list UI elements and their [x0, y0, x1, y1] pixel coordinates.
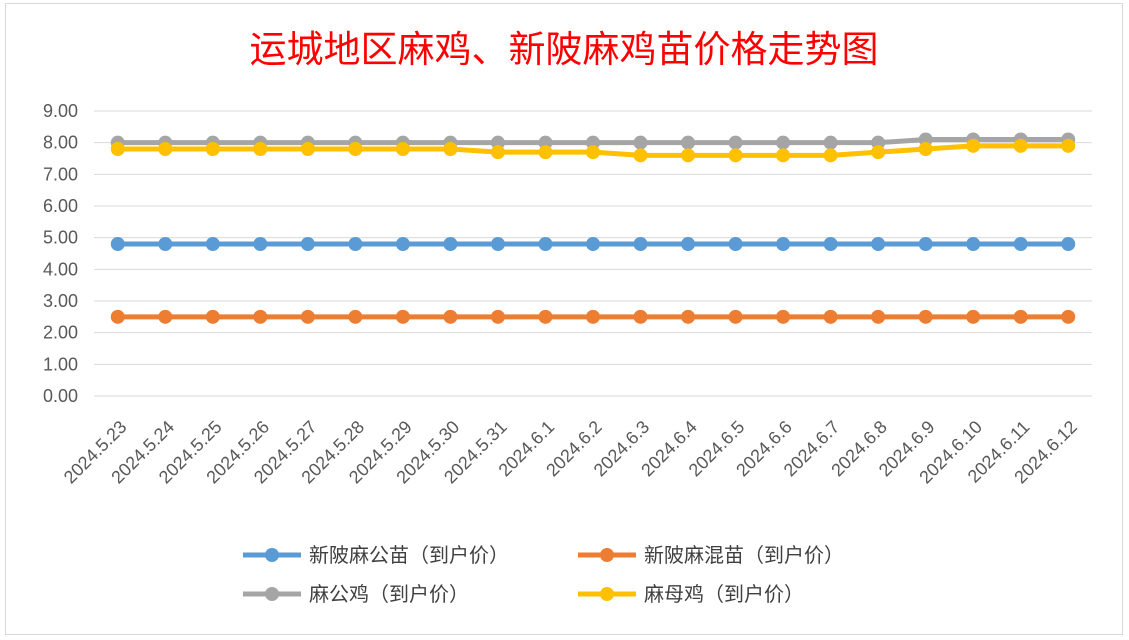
data-point [776, 135, 791, 150]
y-tick-label: 7.00 [43, 164, 78, 184]
data-point [110, 142, 125, 156]
y-axis-ticks: 0.00 1.00 2.00 3.00 4.00 5.00 6.00 7.00 8.00 9.00 [43, 101, 78, 406]
data-point [300, 309, 315, 324]
y-tick-label: 6.00 [43, 196, 78, 216]
y-tick-label: 3.00 [43, 291, 78, 311]
data-point [776, 237, 791, 251]
data-point [1061, 237, 1076, 251]
data-point [823, 309, 838, 324]
data-point [633, 135, 648, 150]
series-layer [110, 132, 1076, 324]
data-point [110, 309, 125, 324]
data-point [728, 135, 743, 150]
data-point [205, 142, 220, 156]
data-point [348, 142, 363, 156]
data-point [728, 148, 743, 163]
y-tick-label: 1.00 [43, 354, 78, 374]
chart-title: 运城地区麻鸡、新陂麻鸡苗价格走势图 [250, 28, 879, 71]
data-point [443, 237, 458, 251]
y-tick-label: 0.00 [43, 386, 78, 406]
data-point [966, 309, 981, 324]
data-point [205, 237, 220, 251]
data-point [586, 237, 600, 251]
data-point [253, 309, 268, 324]
data-point [681, 135, 696, 150]
legend-swatch-marker [600, 587, 614, 601]
data-point [110, 237, 125, 251]
data-point [1013, 138, 1028, 153]
data-point [728, 309, 743, 324]
data-point [681, 237, 696, 251]
data-point [776, 309, 791, 324]
data-point [633, 148, 648, 163]
data-point [158, 309, 173, 324]
legend-label: 新陂麻混苗（到户价） [644, 543, 844, 567]
data-point [823, 135, 838, 150]
data-point [1061, 138, 1076, 153]
data-point [918, 309, 933, 324]
data-point [586, 145, 600, 160]
data-point [871, 309, 886, 324]
data-point [490, 237, 505, 251]
data-point [871, 145, 886, 160]
data-point [205, 309, 220, 324]
data-point [395, 237, 410, 251]
legend-item: 麻母鸡（到户价） [578, 582, 804, 606]
y-tick-label: 4.00 [43, 259, 78, 279]
data-point [395, 142, 410, 156]
data-point [158, 237, 173, 251]
data-point [253, 237, 268, 251]
data-point [918, 237, 933, 251]
data-point [300, 142, 315, 156]
data-point [633, 237, 648, 251]
data-point [490, 145, 505, 160]
data-point [1061, 309, 1076, 324]
y-tick-label: 8.00 [43, 133, 78, 153]
legend-swatch-marker [265, 587, 279, 601]
y-tick-label: 2.00 [43, 323, 78, 343]
data-point [823, 148, 838, 163]
data-point [681, 148, 696, 163]
y-tick-label: 5.00 [43, 228, 78, 248]
data-point [253, 142, 268, 156]
legend-item: 新陂麻混苗（到户价） [578, 543, 844, 567]
data-point [348, 237, 363, 251]
data-point [348, 309, 363, 324]
data-point [158, 142, 173, 156]
legend-swatch-marker [265, 548, 279, 562]
data-point [538, 237, 553, 251]
data-point [633, 309, 648, 324]
data-point [300, 237, 315, 251]
data-point [966, 138, 981, 153]
y-tick-label: 9.00 [43, 101, 78, 121]
data-point [966, 237, 981, 251]
data-point [823, 237, 838, 251]
data-point [1013, 237, 1028, 251]
data-point [918, 142, 933, 156]
data-point [681, 309, 696, 324]
series-1 [110, 237, 1076, 251]
legend: 新陂麻公苗（到户价） 新陂麻混苗（到户价） 麻公鸡（到户价） 麻母鸡（到户价） [243, 543, 844, 606]
legend-item: 新陂麻公苗（到户价） [243, 543, 509, 567]
x-axis-ticks: 2024.5.232024.5.242024.5.252024.5.262024… [60, 417, 1081, 488]
data-point [443, 142, 458, 156]
data-point [395, 309, 410, 324]
data-point [538, 145, 553, 160]
legend-label: 麻母鸡（到户价） [644, 582, 804, 606]
data-point [776, 148, 791, 163]
legend-item: 麻公鸡（到户价） [243, 582, 469, 606]
data-point [728, 237, 743, 251]
series-2 [110, 309, 1076, 324]
data-point [443, 309, 458, 324]
data-point [538, 309, 553, 324]
data-point [871, 237, 886, 251]
legend-label: 新陂麻公苗（到户价） [309, 543, 509, 567]
legend-swatch-marker [600, 548, 614, 562]
data-point [586, 309, 600, 324]
data-point [490, 309, 505, 324]
data-point [1013, 309, 1028, 324]
legend-label: 麻公鸡（到户价） [309, 582, 469, 606]
series-4 [110, 138, 1076, 163]
